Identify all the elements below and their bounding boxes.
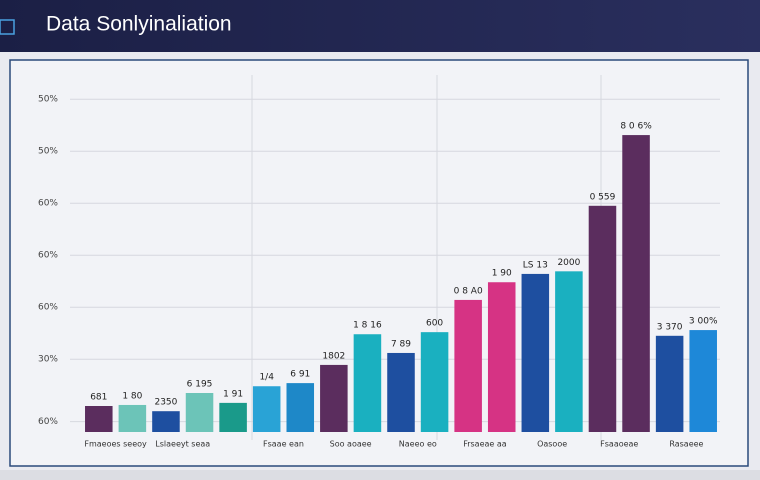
value-label: 1802 <box>322 351 345 361</box>
value-label: 8 0 6% <box>620 122 652 132</box>
bar <box>487 282 516 432</box>
y-tick-label: 60% <box>38 199 58 209</box>
bar <box>185 393 214 432</box>
bar <box>219 402 247 432</box>
value-label: 2000 <box>557 258 580 268</box>
value-label: 7 89 <box>391 339 411 349</box>
bar <box>387 352 415 432</box>
y-tick-label: 60% <box>38 303 58 313</box>
x-tick-label: Rasaeee <box>669 440 703 449</box>
value-label: 2350 <box>154 398 177 408</box>
x-tick-label: Soo aoaee <box>330 440 372 449</box>
value-label: LS 13 <box>523 260 548 270</box>
header <box>0 0 760 52</box>
value-label: 1 8 16 <box>353 321 382 331</box>
y-tick-label: 30% <box>38 355 58 365</box>
bar <box>420 332 449 432</box>
value-label: 3 00% <box>689 317 718 327</box>
value-label: 681 <box>90 393 107 403</box>
value-label: 1/4 <box>259 373 274 383</box>
value-label: 1 80 <box>122 391 142 401</box>
bar <box>252 386 281 432</box>
header-icon <box>0 19 15 35</box>
bar <box>521 273 550 432</box>
x-tick-label: Fsaaoeae <box>600 440 638 449</box>
x-tick-label: Fmaeoes seeoy <box>84 440 147 449</box>
footer <box>0 470 760 480</box>
value-label: 6 91 <box>290 370 310 380</box>
y-tick-label: 60% <box>38 417 58 427</box>
bar <box>655 335 684 432</box>
value-label: 1 90 <box>492 269 512 279</box>
y-tick-label: 50% <box>38 147 58 157</box>
bar <box>320 364 348 432</box>
value-label: 0 559 <box>590 192 616 202</box>
value-label: 0 8 A0 <box>454 286 483 296</box>
value-label: 1 91 <box>223 389 243 399</box>
x-tick-label: Frsaeae aa <box>463 440 507 449</box>
bar <box>85 406 113 432</box>
chart-title: Data Sonlyinaliation <box>46 13 232 36</box>
y-tick-label: 50% <box>38 95 58 105</box>
x-tick-label: Fsaae ean <box>263 440 304 449</box>
x-tick-label: Oasooe <box>537 440 567 449</box>
x-tick-label: Naeeo eo <box>399 440 437 449</box>
bar <box>555 271 583 432</box>
bar <box>689 330 717 432</box>
bar <box>454 299 482 432</box>
y-tick-label: 60% <box>38 251 58 261</box>
x-tick-label: Lslaeeyt seaa <box>155 440 210 449</box>
bar <box>118 404 147 432</box>
bar <box>152 411 180 432</box>
value-label: 3 370 <box>657 322 683 332</box>
bar <box>286 383 315 432</box>
bar <box>622 135 650 432</box>
bar <box>588 205 617 432</box>
value-label: 600 <box>426 319 443 329</box>
bar <box>353 334 382 432</box>
value-label: 6 195 <box>187 380 213 390</box>
